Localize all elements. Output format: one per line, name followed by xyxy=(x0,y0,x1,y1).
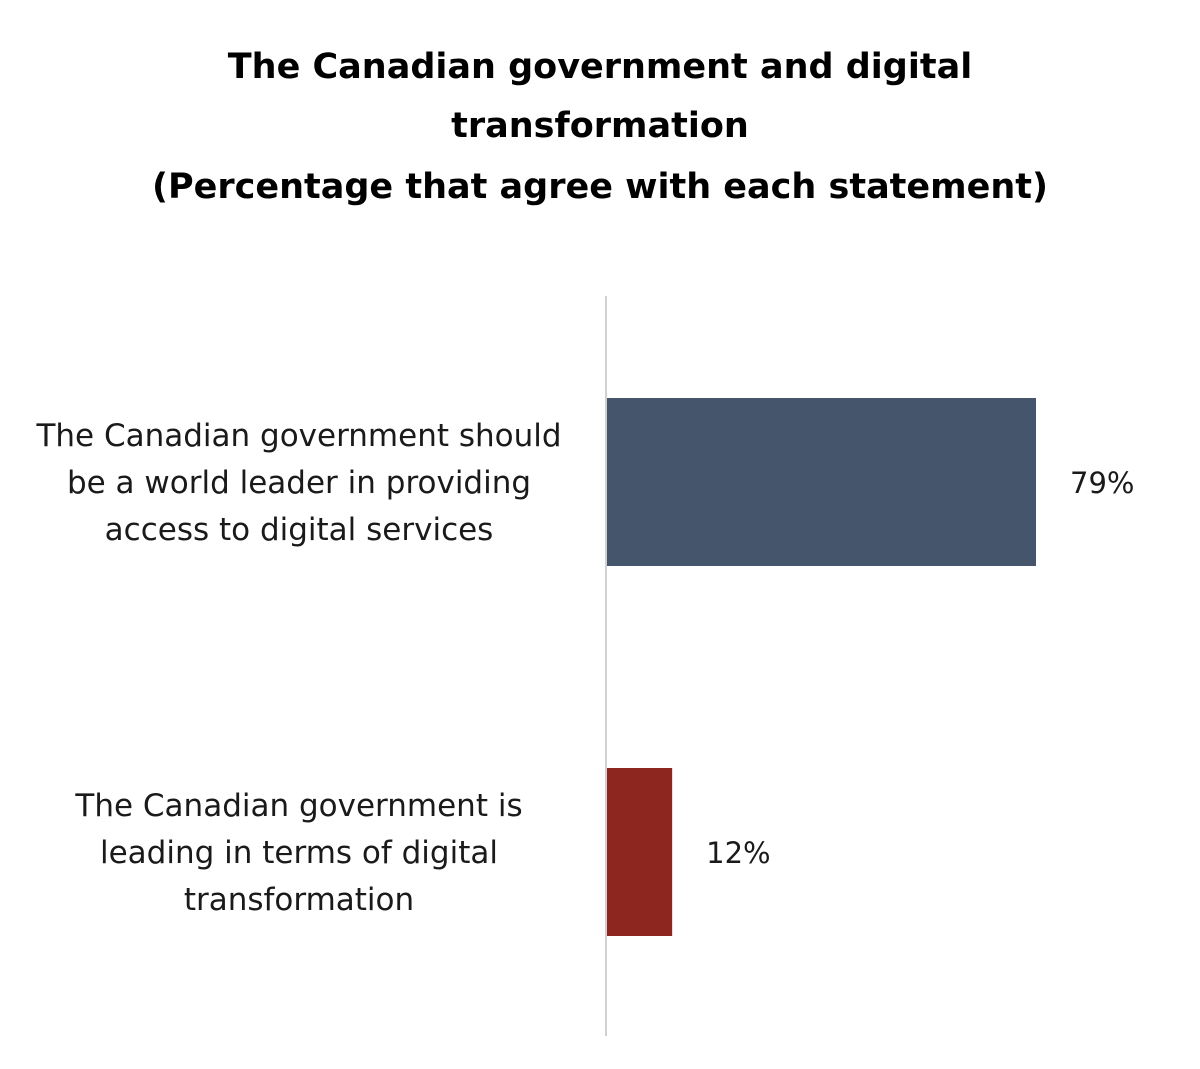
chart-title: The Canadian government and digital trans… xyxy=(152,47,1048,207)
category-label-2: The Canadian government is xyxy=(74,788,522,824)
chart-title-line: (Percentage that agree with each stateme… xyxy=(152,167,1048,207)
category-label-2: transformation xyxy=(184,882,414,918)
chart-title-line: The Canadian government and digital xyxy=(228,47,972,87)
category-label-1: be a world leader in providing xyxy=(67,465,531,501)
bar-2 xyxy=(607,768,673,936)
data-label-1: 79% xyxy=(1070,466,1134,500)
data-label-2: 12% xyxy=(706,836,770,870)
bar-1 xyxy=(607,398,1036,566)
chart-title-line: transformation xyxy=(451,106,749,146)
category-label-1: access to digital services xyxy=(105,512,494,548)
category-label-2: leading in terms of digital xyxy=(100,835,498,871)
category-label-1: The Canadian government should xyxy=(35,418,561,454)
bar-series: 79% The Canadian government should be a wo… xyxy=(35,398,1134,936)
